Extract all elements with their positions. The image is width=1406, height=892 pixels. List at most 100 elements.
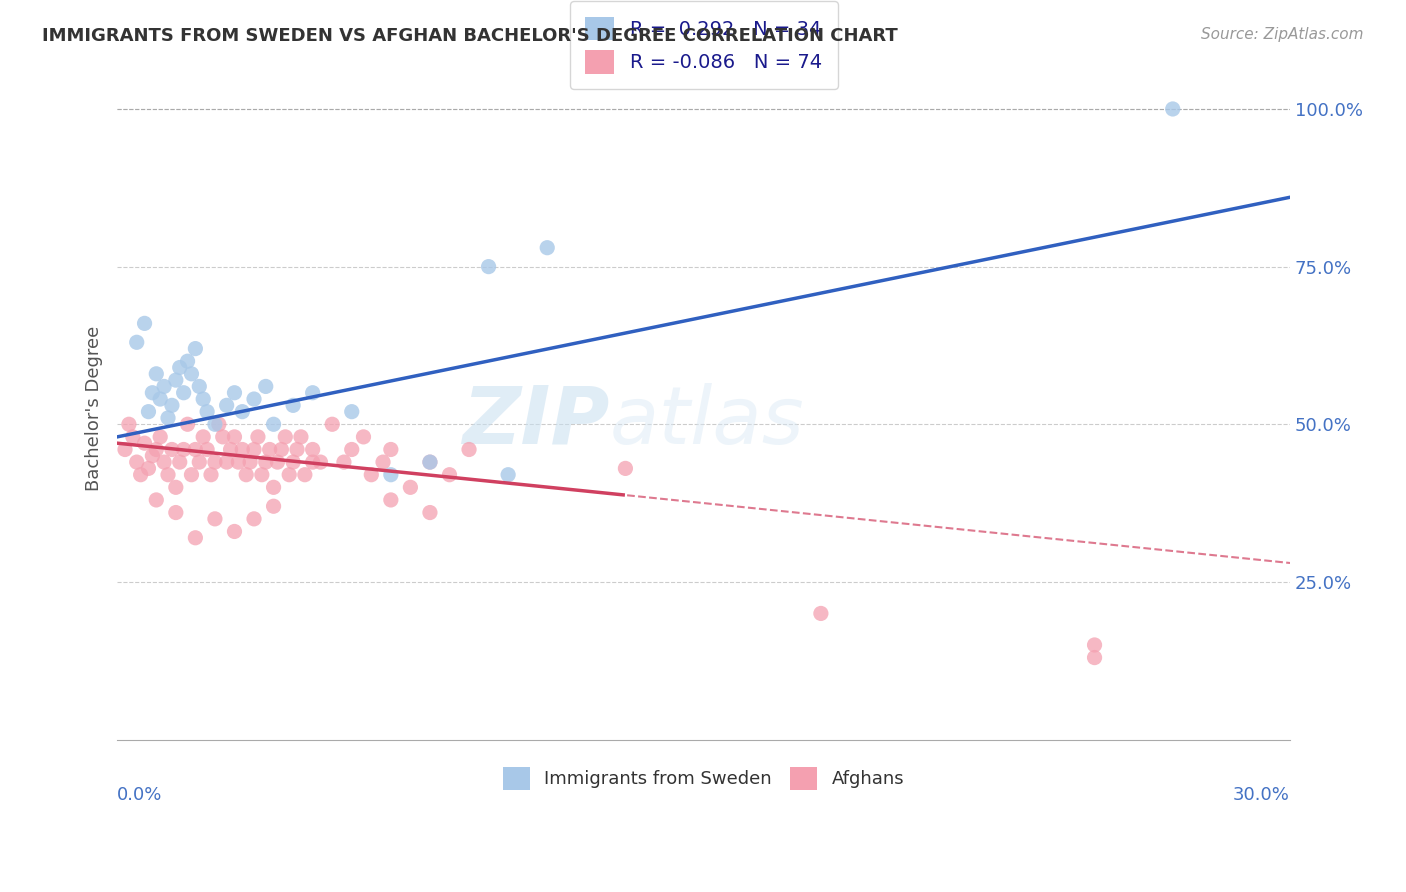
Point [246, 430, 269, 444]
Point [340, 442, 363, 457]
Point [243, 442, 266, 457]
Point [321, 417, 343, 432]
Point [215, 455, 238, 469]
Point [219, 442, 242, 457]
Point [156, 411, 179, 425]
Point [259, 442, 281, 457]
Point [180, 367, 202, 381]
Point [281, 455, 304, 469]
Point [278, 467, 301, 482]
Point [169, 360, 191, 375]
Point [281, 398, 304, 412]
Point [153, 379, 176, 393]
Point [125, 455, 148, 469]
Point [134, 317, 156, 331]
Point [169, 455, 191, 469]
Point [149, 392, 172, 406]
Text: Source: ZipAtlas.com: Source: ZipAtlas.com [1201, 27, 1364, 42]
Point [290, 430, 312, 444]
Point [184, 531, 207, 545]
Point [614, 461, 637, 475]
Point [243, 512, 266, 526]
Point [184, 342, 207, 356]
Point [156, 467, 179, 482]
Point [176, 417, 198, 432]
Point [138, 404, 160, 418]
Point [204, 512, 226, 526]
Point [165, 373, 187, 387]
Point [294, 467, 316, 482]
Point [301, 385, 323, 400]
Y-axis label: Bachelor's Degree: Bachelor's Degree [86, 326, 103, 491]
Point [419, 506, 441, 520]
Point [165, 506, 187, 520]
Point [810, 607, 832, 621]
Point [380, 442, 402, 457]
Text: IMMIGRANTS FROM SWEDEN VS AFGHAN BACHELOR'S DEGREE CORRELATION CHART: IMMIGRANTS FROM SWEDEN VS AFGHAN BACHELO… [42, 27, 898, 45]
Text: 0.0%: 0.0% [117, 786, 163, 804]
Point [536, 241, 558, 255]
Point [204, 417, 226, 432]
Point [496, 467, 519, 482]
Point [263, 417, 285, 432]
Point [285, 442, 308, 457]
Point [243, 392, 266, 406]
Point [134, 436, 156, 450]
Point [145, 492, 167, 507]
Point [228, 455, 250, 469]
Point [371, 455, 394, 469]
Point [204, 455, 226, 469]
Point [399, 480, 422, 494]
Text: atlas: atlas [610, 383, 804, 461]
Point [274, 430, 297, 444]
Point [263, 500, 285, 514]
Point [254, 379, 277, 393]
Point [188, 379, 211, 393]
Point [195, 404, 218, 418]
Point [145, 442, 167, 457]
Point [165, 480, 187, 494]
Point [193, 392, 215, 406]
Text: 30.0%: 30.0% [1233, 786, 1291, 804]
Point [193, 430, 215, 444]
Point [176, 354, 198, 368]
Point [380, 492, 402, 507]
Point [301, 455, 323, 469]
Point [224, 430, 246, 444]
Point [200, 467, 222, 482]
Point [160, 398, 183, 412]
Point [231, 404, 253, 418]
Point [380, 467, 402, 482]
Point [1083, 650, 1105, 665]
Point [184, 442, 207, 457]
Point [239, 455, 262, 469]
Legend: Immigrants from Sweden, Afghans: Immigrants from Sweden, Afghans [496, 760, 911, 797]
Point [270, 442, 292, 457]
Point [118, 417, 141, 432]
Point [235, 467, 257, 482]
Point [149, 430, 172, 444]
Point [211, 430, 233, 444]
Point [266, 455, 288, 469]
Text: ZIP: ZIP [463, 383, 610, 461]
Point [153, 455, 176, 469]
Point [160, 442, 183, 457]
Point [419, 455, 441, 469]
Point [353, 430, 375, 444]
Point [114, 442, 136, 457]
Point [121, 430, 143, 444]
Point [263, 480, 285, 494]
Point [301, 442, 323, 457]
Point [309, 455, 332, 469]
Point [340, 404, 363, 418]
Point [458, 442, 481, 457]
Point [138, 461, 160, 475]
Point [1083, 638, 1105, 652]
Point [173, 385, 195, 400]
Point [141, 449, 163, 463]
Point [439, 467, 461, 482]
Point [360, 467, 382, 482]
Point [254, 455, 277, 469]
Point [188, 455, 211, 469]
Point [145, 367, 167, 381]
